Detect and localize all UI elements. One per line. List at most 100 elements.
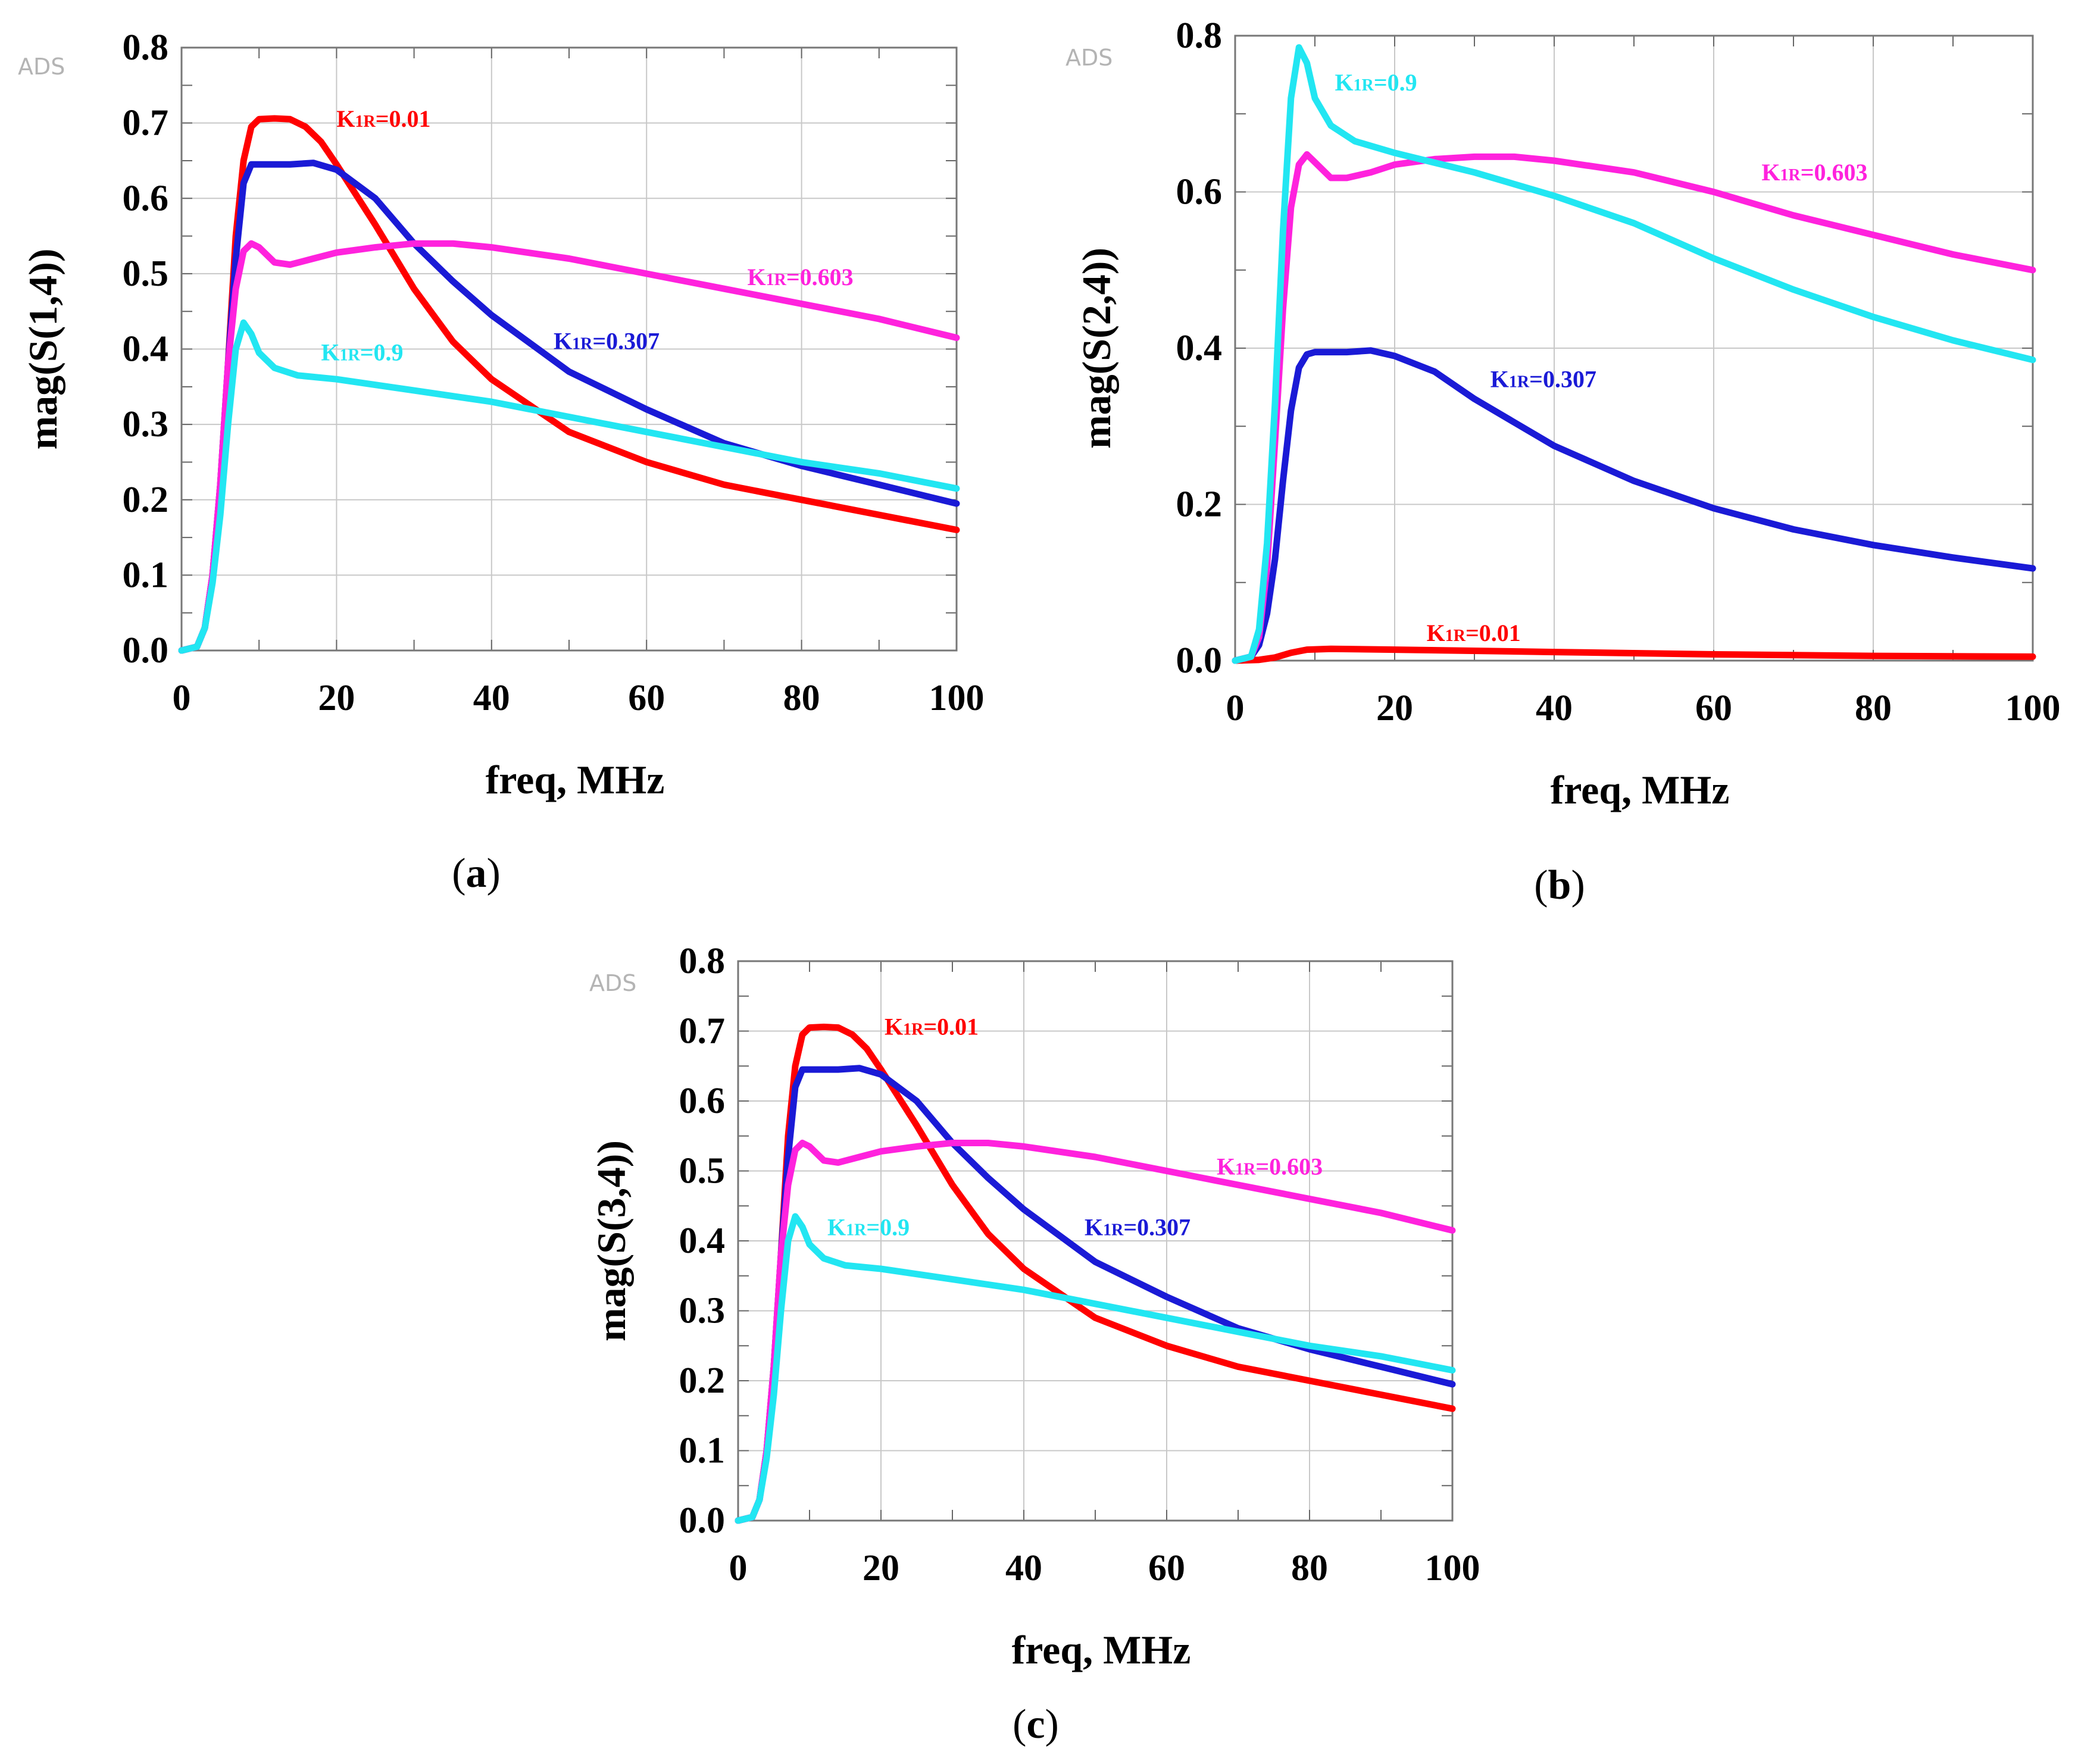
ads-watermark: ADS xyxy=(1065,45,1113,71)
x-tick-label: 100 xyxy=(929,678,985,718)
series-label-rest: =0.9 xyxy=(360,339,404,365)
x-tick-label: 60 xyxy=(1695,688,1732,728)
y-tick-label: 0.5 xyxy=(679,1151,726,1191)
series-label-main: K xyxy=(1490,366,1509,393)
x-tick-label: 100 xyxy=(1425,1548,1480,1588)
x-tick-label: 60 xyxy=(628,678,665,718)
x-tick-label: 60 xyxy=(1148,1548,1185,1588)
series-label-sub: 1R xyxy=(339,346,360,364)
panel-label-letter: b xyxy=(1548,862,1571,908)
chart-panel-b: 0 20 40 60 80 100 0.0 0.2 0.4 0.6 0.8 freq, MHz mag(… xyxy=(1065,15,2061,908)
series-label-rest: =0.9 xyxy=(866,1214,910,1241)
x-tick-label: 80 xyxy=(1855,688,1892,728)
x-tick-label: 0 xyxy=(1226,688,1245,728)
y-tick-label: 0.0 xyxy=(1176,640,1223,681)
x-tick-label: 40 xyxy=(1005,1548,1042,1588)
y-tick-label: 0.8 xyxy=(123,27,169,68)
series-label-rest: =0.603 xyxy=(786,264,854,290)
series-label: K1R=0.603 xyxy=(1761,159,1867,186)
y-axis-title: mag(S(3,4)) xyxy=(589,1140,634,1341)
series-label: K1R=0.9 xyxy=(1335,69,1417,96)
y-tick-label: 0.7 xyxy=(123,103,169,143)
y-tick-label: 0.6 xyxy=(123,178,169,218)
x-axis-title: freq, MHz xyxy=(1012,1627,1191,1672)
series-line xyxy=(178,319,960,654)
series-label-sub: 1R xyxy=(846,1221,867,1240)
series-label-main: K xyxy=(747,264,765,290)
x-tick-label: 80 xyxy=(783,678,820,718)
y-tick-label: 0.0 xyxy=(123,630,169,671)
series-label-sub: 1R xyxy=(355,112,376,131)
series-label-rest: =0.603 xyxy=(1801,159,1868,186)
y-tick-label: 0.8 xyxy=(679,941,726,981)
series-label: K1R=0.01 xyxy=(336,105,430,132)
x-tick-label: 20 xyxy=(318,678,355,718)
series-label-main: K xyxy=(827,1214,846,1241)
series-label-sub: 1R xyxy=(1780,166,1801,184)
panel-label-close: ) xyxy=(1571,862,1585,908)
grid xyxy=(738,961,1453,1521)
panel-label: (a) xyxy=(452,850,501,896)
series-label: K1R=0.307 xyxy=(1085,1214,1190,1241)
series-label-main: K xyxy=(336,105,355,132)
plot-frame xyxy=(180,46,958,652)
series-label-main: K xyxy=(885,1013,903,1040)
series-line xyxy=(1232,44,2036,664)
series-label-rest: =0.9 xyxy=(1374,69,1417,96)
series-line xyxy=(178,159,960,654)
series-label-sub: 1R xyxy=(1509,373,1530,392)
series-line xyxy=(735,1140,1456,1524)
series-label-rest: =0.307 xyxy=(592,328,660,355)
series-line xyxy=(735,1065,1456,1524)
series-label: K1R=0.603 xyxy=(1217,1153,1323,1180)
plot-frame xyxy=(737,960,1454,1522)
series-label-rest: =0.307 xyxy=(1529,366,1596,393)
series-label-sub: 1R xyxy=(766,271,787,289)
panel-label-letter: c xyxy=(1026,1702,1045,1747)
series-label-main: K xyxy=(1761,159,1780,186)
series-label: K1R=0.307 xyxy=(554,328,660,355)
ads-watermark: ADS xyxy=(18,54,65,80)
series-label-rest: =0.01 xyxy=(1465,620,1521,646)
panel-label-open: ( xyxy=(1013,1702,1026,1747)
series-label: K1R=0.01 xyxy=(1427,620,1521,646)
y-tick-label: 0.1 xyxy=(123,555,169,595)
series-label-rest: =0.307 xyxy=(1123,1214,1190,1241)
panel-label-letter: a xyxy=(466,850,487,896)
series-label-sub: 1R xyxy=(1354,76,1374,95)
series-label-main: K xyxy=(1217,1153,1235,1180)
panel-label-close: ) xyxy=(1045,1702,1059,1747)
series-label: K1R=0.9 xyxy=(321,339,403,365)
series-label-main: K xyxy=(321,339,339,365)
series-label-main: K xyxy=(1335,69,1354,96)
y-axis-title: mag(S(2,4)) xyxy=(1074,248,1119,449)
y-tick-label: 0.6 xyxy=(679,1081,726,1121)
panel-label: (b) xyxy=(1534,862,1585,908)
y-tick-label: 0.3 xyxy=(123,404,169,445)
panel-label: (c) xyxy=(1013,1702,1059,1747)
series-label-sub: 1R xyxy=(903,1020,924,1039)
panel-label-open: ( xyxy=(452,850,465,896)
series-line xyxy=(1232,347,2036,664)
x-tick-label: 40 xyxy=(473,678,510,718)
x-tick-label: 0 xyxy=(729,1548,748,1588)
y-tick-label: 0.2 xyxy=(1176,484,1223,525)
series-line xyxy=(1232,645,2036,664)
series-label-sub: 1R xyxy=(1235,1160,1256,1178)
x-tick-label: 100 xyxy=(2005,688,2061,728)
y-tick-label: 0.4 xyxy=(1176,328,1223,368)
y-tick-label: 0.8 xyxy=(1176,15,1223,56)
series-label-main: K xyxy=(1085,1214,1103,1241)
series-label-main: K xyxy=(554,328,572,355)
x-tick-label: 20 xyxy=(1376,688,1413,728)
panel-label-close: ) xyxy=(487,850,501,896)
x-tick-label: 40 xyxy=(1536,688,1573,728)
series-line xyxy=(735,1213,1456,1524)
y-axis-title: mag(S(1,4)) xyxy=(20,248,65,449)
y-tick-label: 0.4 xyxy=(679,1221,726,1261)
y-tick-label: 0.4 xyxy=(123,329,169,370)
series-label: K1R=0.9 xyxy=(827,1214,910,1241)
series-label-rest: =0.603 xyxy=(1255,1153,1323,1180)
series-label-rest: =0.01 xyxy=(376,105,431,132)
